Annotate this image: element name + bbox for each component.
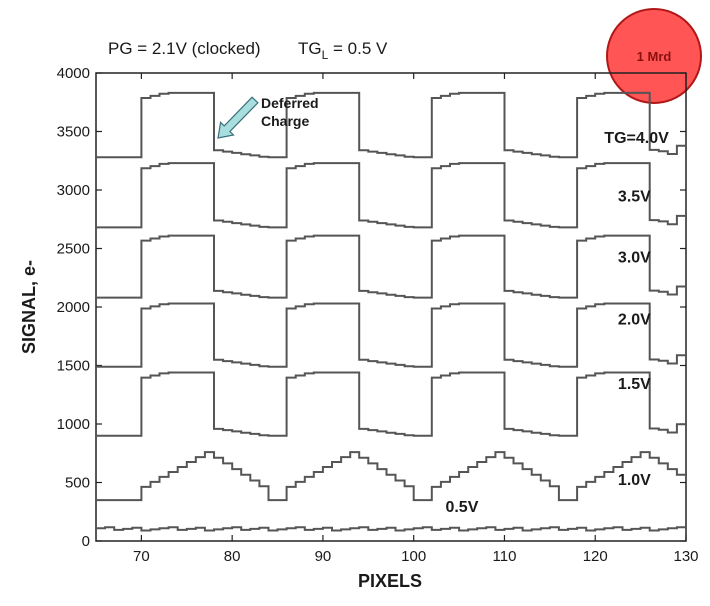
- y-tick-label: 2000: [57, 299, 90, 316]
- dose-badge-circle: [606, 8, 702, 104]
- x-tick-label: 120: [583, 548, 608, 565]
- x-tick-label: 110: [493, 548, 517, 565]
- header-tg-text: TGL = 0.5 V: [298, 39, 388, 62]
- trace-label: 2.0V: [618, 312, 651, 329]
- header-tg-sub: L: [322, 48, 329, 62]
- trace-line: [96, 91, 686, 159]
- x-tick-label: 70: [133, 548, 150, 565]
- y-tick-label: 1000: [57, 416, 90, 433]
- deferred-charge-line1: Deferred: [261, 95, 319, 111]
- signal-traces: [96, 91, 686, 532]
- y-tick-label: 1500: [57, 358, 90, 375]
- header-tg-prefix: TG: [298, 39, 322, 58]
- trace-line: [96, 302, 686, 368]
- axis-ticks: 70 80 90 100 110 120 130 0 500 1000 1500 2000 2500 30…: [57, 65, 699, 565]
- header-pg-text: PG = 2.1V (clocked): [108, 39, 261, 58]
- trace-line: [96, 451, 686, 502]
- trace-label: 3.0V: [618, 250, 651, 267]
- y-tick-label: 4000: [57, 65, 90, 82]
- trace-label: 1.5V: [618, 376, 651, 393]
- deferred-charge-line2: Charge: [261, 113, 309, 129]
- plot-frame: [95, 72, 687, 542]
- trace-line: [96, 162, 686, 229]
- deferred-charge-annotation: Deferred Charge: [217, 95, 319, 139]
- y-tick-label: 3500: [57, 124, 90, 141]
- dose-badge-text: 1 Mrd: [637, 49, 672, 64]
- trace-line: [96, 526, 686, 532]
- y-tick-label: 500: [65, 475, 90, 492]
- trace-label: TG=4.0V: [604, 130, 669, 147]
- y-axis-title: SIGNAL, e-: [19, 260, 39, 354]
- header-tg-suffix: = 0.5 V: [328, 39, 388, 58]
- trace-label: 0.5V: [445, 499, 478, 516]
- x-tick-label: 80: [224, 548, 241, 565]
- x-tick-label: 130: [673, 548, 698, 565]
- y-tick-label: 0: [82, 533, 90, 550]
- dose-badge: 1 Mrd: [606, 8, 702, 104]
- deferred-charge-arrow: [217, 96, 259, 139]
- x-tick-label: 100: [401, 548, 426, 565]
- x-tick-label: 90: [315, 548, 332, 565]
- trace-labels: TG=4.0V 3.5V 3.0V 2.0V 1.5V 1.0V 0.5V: [445, 130, 669, 516]
- y-tick-label: 2500: [57, 241, 90, 258]
- trace-line: [96, 371, 686, 437]
- trace-label: 3.5V: [618, 189, 651, 206]
- trace-line: [96, 234, 686, 299]
- x-axis-title: PIXELS: [358, 571, 422, 591]
- trace-label: 1.0V: [618, 472, 651, 489]
- y-tick-label: 3000: [57, 182, 90, 199]
